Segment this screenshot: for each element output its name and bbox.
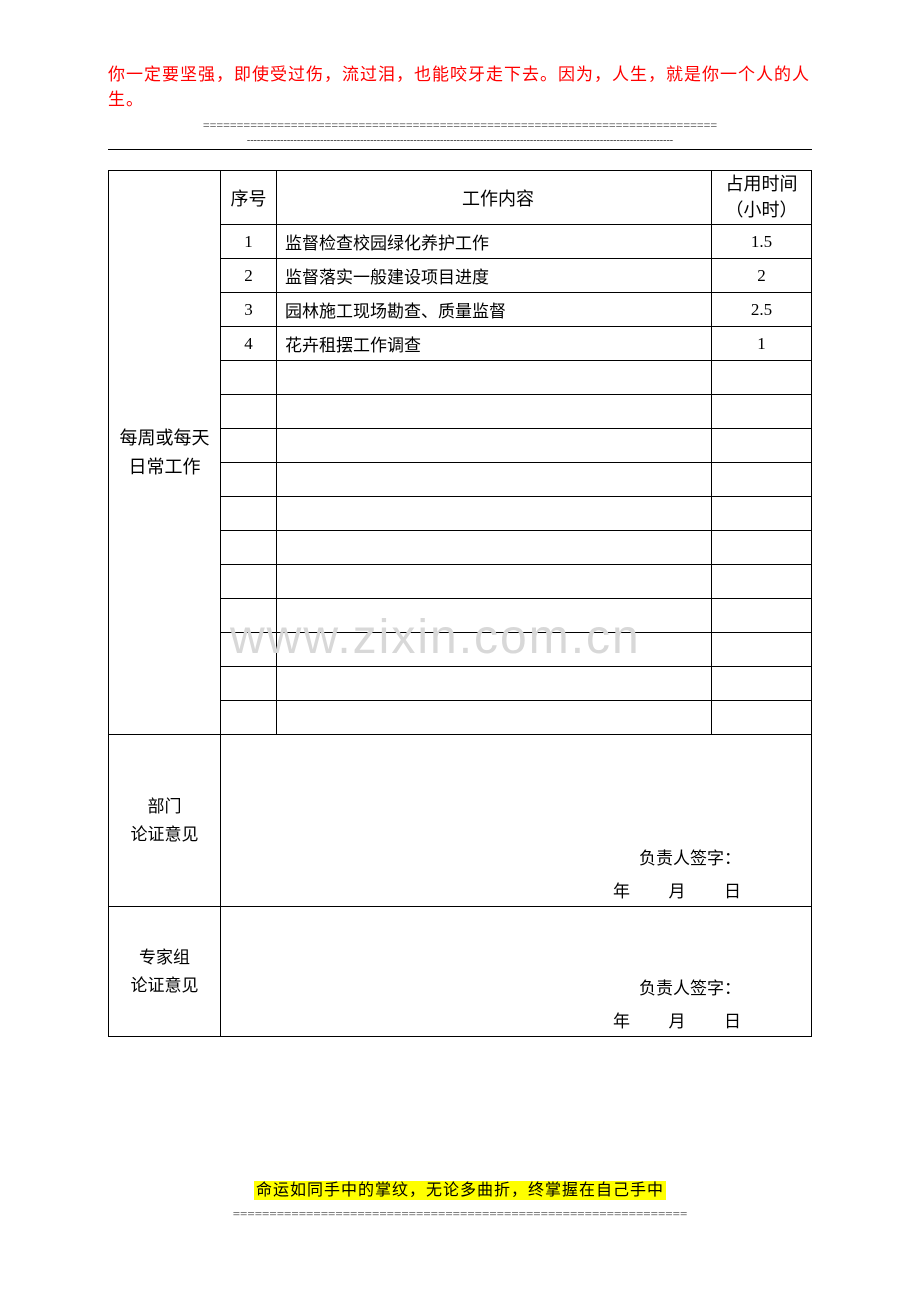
- cell-time: 2.5: [712, 293, 812, 327]
- cell-time: 1.5: [712, 225, 812, 259]
- row-label-line2: 日常工作: [129, 457, 201, 477]
- cell-seq: 2: [221, 259, 277, 293]
- cell-content: 监督落实一般建设项目进度: [277, 259, 712, 293]
- expert-opinion-row: 专家组 论证意见 负责人签字： 年 月 日: [109, 907, 812, 1037]
- header-divider-1: ========================================…: [108, 118, 812, 133]
- cell-content: 监督检查校园绿化养护工作: [277, 225, 712, 259]
- row-label-cell: 每周或每天 日常工作: [109, 171, 221, 735]
- header-quote: 你一定要坚强，即使受过伤，流过泪，也能咬牙走下去。因为，人生，就是你一个人的人生…: [108, 60, 812, 110]
- work-table: 每周或每天 日常工作 序号 工作内容 占用时间 （小时） 1 监督检查校园绿化养…: [108, 170, 812, 1037]
- footer: 命运如同手中的掌纹，无论多曲折，终掌握在自己手中 ===============…: [0, 1176, 920, 1222]
- cell-seq: 4: [221, 327, 277, 361]
- dept-opinion-row: 部门 论证意见 负责人签字： 年 月 日: [109, 735, 812, 907]
- header-content: 工作内容: [277, 171, 712, 225]
- dept-signature-label: 负责人签字：: [639, 842, 741, 876]
- cell-content: 花卉租摆工作调查: [277, 327, 712, 361]
- cell-content: 园林施工现场勘查、质量监督: [277, 293, 712, 327]
- expert-signature-label: 负责人签字：: [639, 972, 741, 1006]
- header-divider-2: ----------------------------------------…: [108, 135, 812, 146]
- time-header-line2: （小时）: [726, 200, 798, 220]
- header-line: [108, 149, 812, 150]
- dept-label-line1: 部门: [148, 797, 182, 816]
- expert-label: 专家组 论证意见: [109, 907, 221, 1037]
- dept-signature-cell: 负责人签字： 年 月 日: [221, 735, 812, 907]
- dept-label-line2: 论证意见: [131, 825, 199, 844]
- table-header-row: 每周或每天 日常工作 序号 工作内容 占用时间 （小时）: [109, 171, 812, 225]
- dept-date-label: 年 月 日: [613, 877, 751, 902]
- header-time: 占用时间 （小时）: [712, 171, 812, 225]
- time-header-line1: 占用时间: [726, 174, 798, 194]
- expert-date-label: 年 月 日: [613, 1007, 751, 1032]
- footer-divider: ========================================…: [0, 1206, 920, 1222]
- cell-seq: 1: [221, 225, 277, 259]
- footer-quote: 命运如同手中的掌纹，无论多曲折，终掌握在自己手中: [254, 1181, 666, 1200]
- expert-label-line2: 论证意见: [131, 976, 199, 995]
- header-seq: 序号: [221, 171, 277, 225]
- row-label-line1: 每周或每天: [120, 428, 210, 448]
- cell-time: 2: [712, 259, 812, 293]
- cell-seq: 3: [221, 293, 277, 327]
- dept-label: 部门 论证意见: [109, 735, 221, 907]
- cell-time: 1: [712, 327, 812, 361]
- expert-signature-cell: 负责人签字： 年 月 日: [221, 907, 812, 1037]
- expert-label-line1: 专家组: [139, 948, 190, 967]
